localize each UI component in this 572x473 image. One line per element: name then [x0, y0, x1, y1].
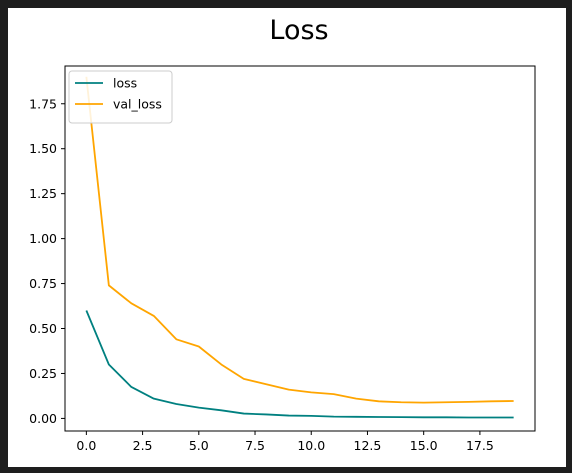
plot-frame [64, 65, 536, 432]
legend-box [68, 70, 173, 124]
y-tick-label: 0.50 [29, 321, 57, 336]
legend-label-loss: loss [113, 76, 137, 91]
y-tick-label: 1.75 [29, 96, 57, 111]
lines-layer [85, 76, 514, 419]
x-tick-label: 17.5 [466, 438, 494, 453]
series-line-loss [85, 310, 514, 419]
y-tick-label: 0.25 [29, 366, 57, 381]
series-line-val-loss [85, 76, 514, 404]
x-tick-label: 0.0 [76, 438, 96, 453]
x-tick-label: 15.0 [410, 438, 438, 453]
x-tick-label: 10.0 [297, 438, 325, 453]
y-tick-label: 1.25 [29, 186, 57, 201]
y-tick-label: 0.00 [29, 411, 57, 426]
ticks-layer: 0.0 2.5 5.0 7.5 10.0 12.5 15.0 17.5 0.00 0.25 0.50… [29, 96, 494, 453]
y-tick-label: 1.50 [29, 141, 57, 156]
x-tick-label: 7.5 [245, 438, 265, 453]
x-tick-label: 12.5 [354, 438, 382, 453]
y-tick-label: 0.75 [29, 276, 57, 291]
chart-figure: Loss 0.0 2.5 5.0 7.5 10.0 12.5 15.0 17.5 0.00 0.2… [8, 8, 566, 467]
x-tick-label: 5.0 [189, 438, 209, 453]
legend: loss val_loss [68, 70, 173, 124]
legend-label-val-loss: val_loss [113, 97, 162, 112]
x-tick-label: 2.5 [133, 438, 153, 453]
y-tick-label: 1.00 [29, 231, 57, 246]
chart-title: Loss [269, 15, 328, 46]
loss-chart: Loss 0.0 2.5 5.0 7.5 10.0 12.5 15.0 17.5 0.00 0.2… [29, 15, 536, 453]
